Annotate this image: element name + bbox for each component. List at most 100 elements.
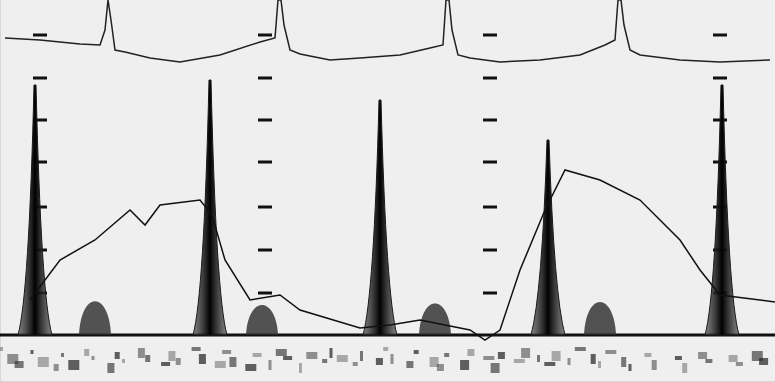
noise-speck [330, 348, 333, 358]
scale-dash [258, 292, 272, 295]
scale-dash [258, 34, 272, 37]
plot-area [5, 0, 775, 340]
noise-speck [598, 361, 601, 368]
scale-dash [483, 206, 497, 209]
noise-speck [705, 359, 712, 363]
noise-speck [675, 356, 682, 360]
noise-speck [521, 348, 530, 358]
scale-dash [483, 119, 497, 122]
scale-dash [483, 292, 497, 295]
doppler-chart [0, 0, 775, 382]
scale-dash [258, 206, 272, 209]
noise-speck [360, 351, 363, 361]
noise-speck [15, 361, 24, 368]
noise-speck [383, 347, 388, 351]
noise-speck [629, 364, 632, 371]
scale-dash [483, 34, 497, 37]
noise-speck [736, 362, 743, 366]
trace-line [5, 0, 770, 62]
noise-speck [199, 354, 206, 364]
noise-speck [337, 355, 348, 362]
noise-speck [376, 358, 383, 365]
noise-speck [552, 351, 561, 361]
scale-dash [33, 77, 47, 80]
noise-speck [215, 361, 226, 368]
spectral-noise [0, 347, 768, 373]
noise-speck [192, 347, 201, 351]
trace-line [30, 170, 775, 340]
noise-speck [229, 357, 236, 367]
noise-speck [0, 347, 3, 351]
noise-speck [444, 353, 449, 357]
scale-marks [0, 35, 775, 335]
noise-speck [161, 362, 170, 366]
noise-speck [759, 358, 768, 365]
noise-speck [644, 353, 651, 357]
noise-speck [353, 362, 358, 366]
noise-speck [31, 350, 34, 354]
y-axis-line [0, 0, 1, 382]
noise-speck [498, 352, 505, 359]
noise-speck [568, 358, 571, 365]
systolic-spike [18, 85, 52, 335]
scale-dash [258, 249, 272, 252]
noise-speck [460, 360, 469, 370]
noise-speck [322, 359, 327, 363]
noise-speck [652, 360, 657, 370]
noise-speck [122, 359, 125, 363]
noise-speck [253, 353, 262, 357]
noise-speck [591, 354, 596, 364]
systolic-spike [363, 100, 397, 335]
noise-speck [437, 364, 444, 371]
scale-dash [483, 249, 497, 252]
noise-speck [682, 363, 687, 373]
diastolic-hump [246, 305, 278, 335]
noise-speck [115, 352, 120, 359]
noise-speck [575, 347, 586, 351]
noise-speck [283, 356, 292, 360]
noise-speck [544, 362, 555, 366]
x-axis-line [0, 381, 775, 382]
noise-speck [145, 355, 150, 362]
scale-dash [483, 161, 497, 164]
noise-speck [269, 360, 272, 370]
noise-speck [391, 354, 394, 364]
scale-dash [33, 34, 47, 37]
scale-dash [258, 119, 272, 122]
systolic-spike [705, 85, 739, 335]
noise-speck [406, 361, 413, 368]
noise-speck [414, 350, 419, 354]
noise-speck [621, 357, 626, 367]
noise-speck [138, 348, 145, 358]
noise-speck [306, 352, 317, 359]
noise-speck [276, 349, 287, 356]
noise-speck [168, 351, 175, 361]
noise-speck [61, 353, 64, 357]
noise-speck [68, 360, 79, 370]
noise-speck [54, 364, 59, 371]
scale-dash [713, 77, 727, 80]
scale-dash [258, 77, 272, 80]
noise-speck [222, 350, 231, 354]
noise-speck [483, 356, 494, 360]
scale-dash [713, 34, 727, 37]
noise-speck [245, 364, 256, 371]
noise-speck [107, 363, 114, 373]
noise-speck [698, 352, 707, 359]
noise-speck [537, 355, 540, 362]
diastolic-hump [584, 302, 616, 335]
noise-speck [491, 363, 500, 373]
systolic-spike [531, 140, 565, 335]
systolic-spike [193, 80, 227, 335]
noise-speck [38, 357, 49, 367]
noise-speck [605, 350, 616, 354]
scale-dash [483, 77, 497, 80]
scale-dash [258, 161, 272, 164]
diastolic-hump [419, 304, 451, 336]
noise-speck [92, 356, 95, 360]
diastolic-hump [79, 301, 111, 335]
noise-speck [299, 363, 302, 373]
noise-speck [84, 349, 89, 356]
noise-speck [514, 359, 525, 363]
noise-speck [729, 355, 738, 362]
